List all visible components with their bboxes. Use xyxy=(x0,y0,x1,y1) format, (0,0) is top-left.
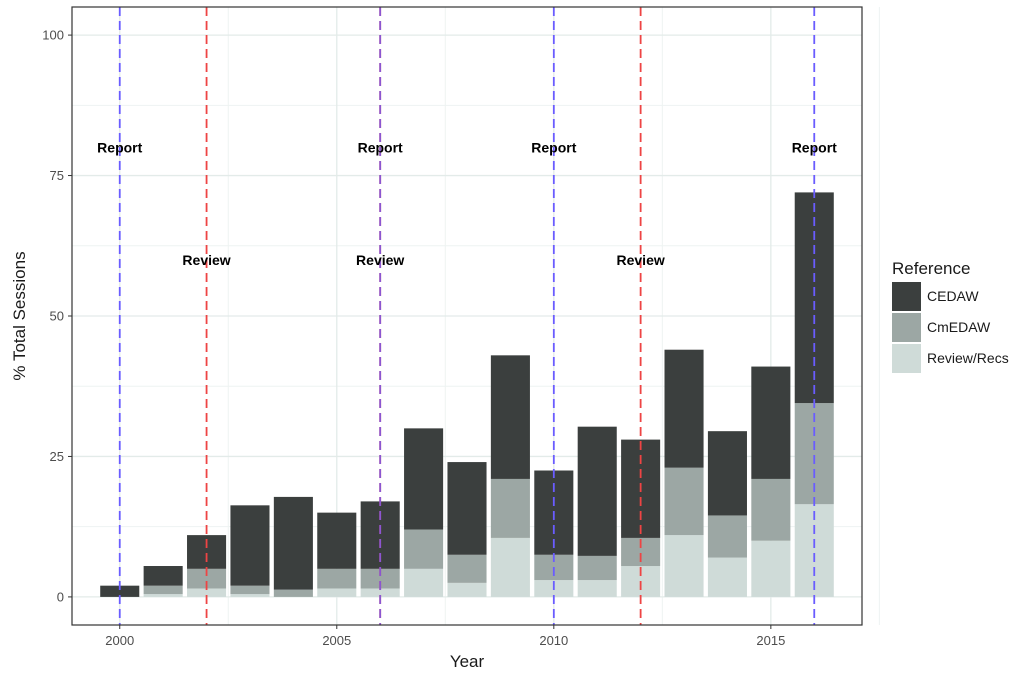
bar-segment-cedaw-2007 xyxy=(404,428,444,530)
bar-segment-cmedaw-2013 xyxy=(664,467,704,536)
legend-key-review-recs xyxy=(892,344,921,373)
review-label-2006: Review xyxy=(356,252,404,268)
bar-segment-review-recs-2007 xyxy=(404,568,444,597)
legend-label-cmedaw: CmEDAW xyxy=(927,319,991,335)
review-label-2012: Review xyxy=(617,252,665,268)
bar-segment-cmedaw-2007 xyxy=(404,529,444,569)
y-tick-label: 100 xyxy=(42,28,64,43)
bar-segment-cedaw-2001 xyxy=(143,566,183,586)
bar-segment-cmedaw-2008 xyxy=(447,554,487,583)
report-label-2000: Report xyxy=(97,139,142,155)
bar-segment-review-recs-2001 xyxy=(143,594,183,597)
bar-segment-cmedaw-2006 xyxy=(360,568,400,589)
annotations: Report Report Report Report Review Review Revi… xyxy=(97,139,837,267)
y-tick-label: 0 xyxy=(57,589,64,604)
y-tick-label: 25 xyxy=(50,449,64,464)
x-axis-title: Year xyxy=(450,652,485,671)
y-tick-label: 50 xyxy=(50,309,64,324)
reference-lines xyxy=(118,7,816,625)
axes: 0 25 50 75 100 2000 2005 2010 2015 xyxy=(42,28,785,648)
legend-key-cmedaw xyxy=(892,313,921,342)
bar-segment-cedaw-2015 xyxy=(751,366,791,479)
bar-segment-review-recs-2003 xyxy=(230,594,270,597)
bar-segment-cedaw-2014 xyxy=(707,431,747,516)
legend-label-review-recs: Review/Recs xyxy=(927,350,1009,366)
bar-segment-cedaw-2003 xyxy=(230,505,270,586)
bar-segment-review-recs-2009 xyxy=(490,537,530,597)
x-tick-label: 2005 xyxy=(322,633,351,648)
bar-segment-cmedaw-2009 xyxy=(490,478,530,538)
bar-segment-cmedaw-2004 xyxy=(273,589,313,597)
y-axis-title: % Total Sessions xyxy=(10,251,29,380)
bar-segment-cmedaw-2011 xyxy=(577,555,617,581)
bar-segment-cmedaw-2015 xyxy=(751,478,791,541)
bar-segment-cmedaw-2003 xyxy=(230,585,270,595)
bar-segment-review-recs-2015 xyxy=(751,540,791,597)
bar-segment-cmedaw-2002 xyxy=(187,568,227,589)
bar-segment-review-recs-2005 xyxy=(317,588,357,597)
bar-segment-cedaw-2013 xyxy=(664,349,704,468)
review-label-2002: Review xyxy=(182,252,230,268)
bar-segment-cmedaw-2005 xyxy=(317,568,357,589)
legend-title: Reference xyxy=(892,259,970,278)
bar-segment-review-recs-2014 xyxy=(707,557,747,597)
bars xyxy=(100,192,834,597)
legend: Reference CEDAW CmEDAW Review/Recs xyxy=(892,259,1009,373)
report-label-2010: Report xyxy=(531,139,576,155)
bar-segment-review-recs-2008 xyxy=(447,582,487,597)
report-label-2016: Report xyxy=(792,139,837,155)
bar-segment-cmedaw-2001 xyxy=(143,585,183,595)
bar-segment-cedaw-2005 xyxy=(317,512,357,569)
bar-segment-review-recs-2006 xyxy=(360,588,400,597)
bar-segment-cedaw-2011 xyxy=(577,426,617,556)
bar-segment-cedaw-2004 xyxy=(273,496,313,590)
y-tick-label: 75 xyxy=(50,168,64,183)
bar-segment-cmedaw-2014 xyxy=(707,515,747,558)
bar-segment-cedaw-2009 xyxy=(490,355,530,479)
x-tick-label: 2015 xyxy=(756,633,785,648)
bar-segment-review-recs-2011 xyxy=(577,580,617,597)
bar-segment-cedaw-2000 xyxy=(100,585,140,597)
bar-segment-cedaw-2008 xyxy=(447,462,487,555)
legend-key-cedaw xyxy=(892,282,921,311)
bar-segment-review-recs-2002 xyxy=(187,588,227,597)
report-label-2006: Report xyxy=(358,139,403,155)
bar-segment-review-recs-2013 xyxy=(664,535,704,597)
bar-segment-cedaw-2016 xyxy=(794,192,834,404)
x-tick-label: 2000 xyxy=(105,633,134,648)
legend-label-cedaw: CEDAW xyxy=(927,288,979,304)
x-tick-label: 2010 xyxy=(539,633,568,648)
